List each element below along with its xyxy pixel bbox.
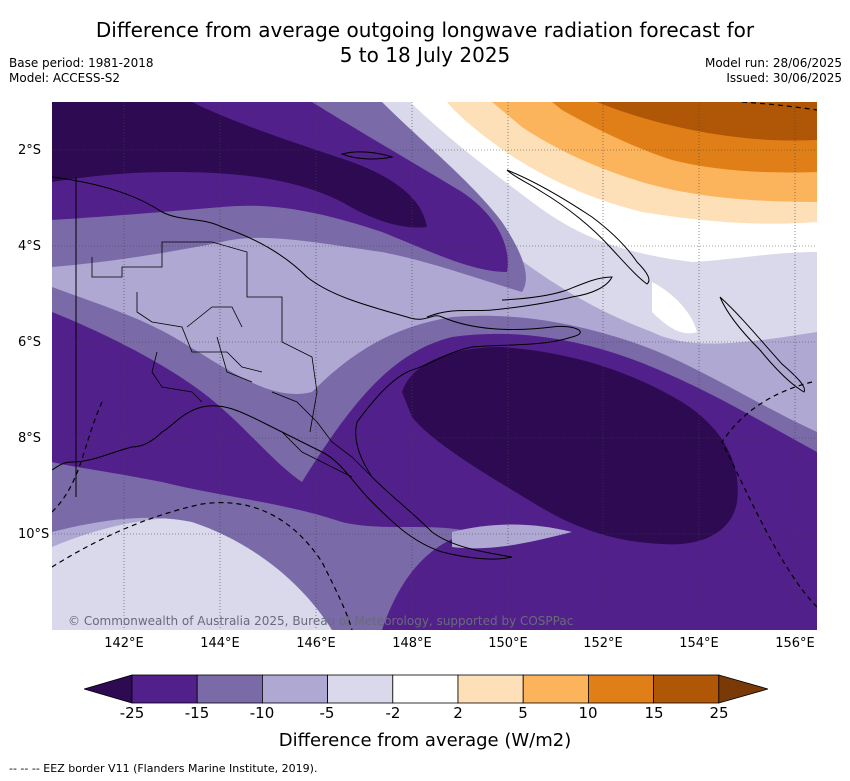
copyright-watermark: © Commonwealth of Australia 2025, Bureau… — [68, 614, 573, 628]
colorbar — [84, 674, 768, 704]
x-tick-label: 142°E — [104, 636, 144, 651]
title-line-2: 5 to 18 July 2025 — [339, 43, 511, 67]
colorbar-label: -15 — [184, 704, 210, 722]
y-tick-label: 8°S — [18, 431, 42, 446]
model-name: Model: ACCESS-S2 — [9, 71, 121, 85]
colorbar-label: 25 — [709, 704, 729, 722]
x-tick-label: 146°E — [296, 636, 336, 651]
colorbar-label: 5 — [518, 704, 528, 722]
map-title: Difference from average outgoing longwav… — [0, 18, 850, 68]
colorbar-swatch — [587, 674, 654, 704]
anomaly-fill-neutral-2 — [652, 282, 697, 334]
meta-left: Base period: 1981-2018 Model: ACCESS-S2 — [9, 56, 154, 86]
meta-right: Model run: 28/06/2025 Issued: 30/06/2025 — [705, 56, 842, 86]
manus-island-coastline — [340, 151, 394, 160]
x-tick-label: 156°E — [775, 636, 815, 651]
colorbar-label: -2 — [385, 704, 401, 722]
model-run: Model run: 28/06/2025 — [704, 56, 842, 70]
x-tick-label: 154°E — [679, 636, 719, 651]
colorbar-swatch — [457, 674, 524, 704]
colorbar-swatch — [327, 674, 394, 704]
colorbar-swatch — [392, 674, 459, 704]
colorbar-label: -25 — [119, 704, 145, 722]
colorbar-swatch — [653, 674, 720, 704]
x-tick-label: 150°E — [488, 636, 528, 651]
colorbar-swatch — [131, 674, 198, 704]
issued-date: Issued: 30/06/2025 — [726, 71, 842, 85]
colorbar-swatch — [261, 674, 328, 704]
colorbar-swatch — [522, 674, 589, 704]
colorbar-title: Difference from average (W/m2) — [278, 730, 572, 751]
new-ireland-coastline — [506, 169, 650, 285]
y-tick-label: 6°S — [18, 335, 42, 350]
x-tick-label: 148°E — [392, 636, 432, 651]
anomaly-fill-lighter-strip — [452, 524, 572, 549]
graticule — [52, 102, 817, 630]
colorbar-extend-low — [84, 674, 133, 704]
colorbar-swatch — [196, 674, 263, 704]
anomaly-fill-positive-4 — [597, 102, 817, 141]
colorbar-label: -5 — [319, 704, 335, 722]
colorbar-label: 10 — [578, 704, 598, 722]
y-tick-label: 4°S — [18, 239, 42, 254]
province-borders — [91, 241, 373, 478]
new-britain-coastline — [426, 276, 613, 318]
y-tick-label: 2°S — [18, 143, 42, 158]
colorbar-label: 2 — [453, 704, 463, 722]
solomon-islands-coastline — [719, 296, 806, 393]
new-guinea-coastline — [52, 176, 581, 560]
title-line-1: Difference from average outgoing longwav… — [95, 18, 755, 42]
x-tick-label: 152°E — [583, 636, 623, 651]
colorbar-label: 15 — [644, 704, 664, 722]
colorbar-label: -10 — [249, 704, 275, 722]
base-period: Base period: 1981-2018 — [9, 56, 154, 70]
map-area: © Commonwealth of Australia 2025, Bureau… — [52, 102, 817, 630]
eez-border — [52, 102, 817, 630]
anomaly-fill-neg-extreme-c — [402, 347, 738, 545]
colorbar-extend-high — [718, 674, 768, 704]
y-tick-label: 10°S — [18, 527, 50, 542]
eez-legend-note: -- -- -- EEZ border V11 (Flanders Marine… — [9, 762, 318, 775]
anomaly-fill-neg-extreme-nw — [52, 102, 427, 228]
x-tick-label: 144°E — [200, 636, 240, 651]
